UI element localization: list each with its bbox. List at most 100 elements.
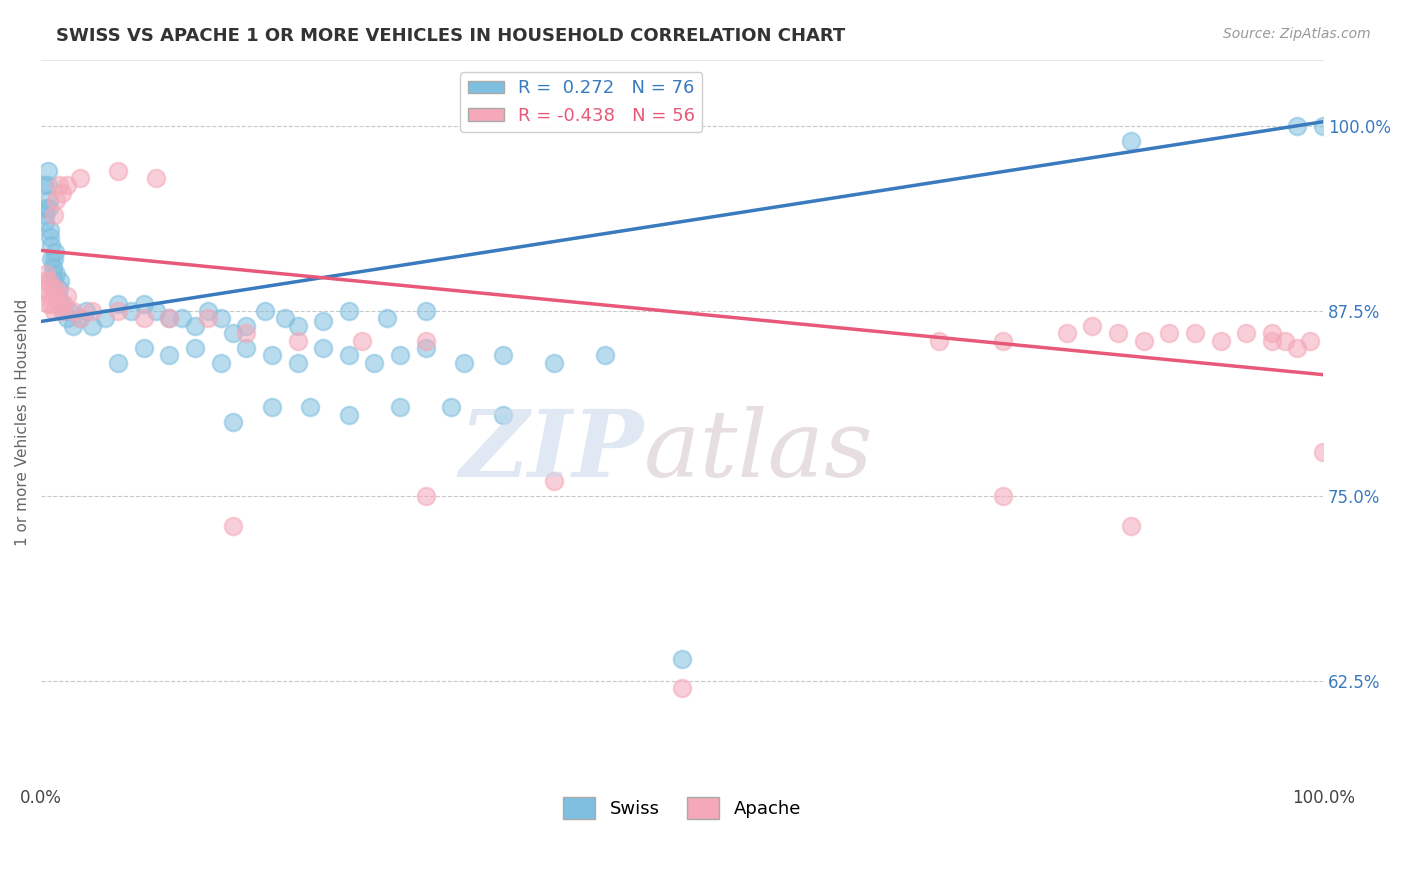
Point bbox=[389, 348, 412, 362]
Point bbox=[1312, 119, 1334, 133]
Point bbox=[34, 215, 56, 229]
Point bbox=[491, 408, 513, 422]
Point bbox=[145, 170, 167, 185]
Point bbox=[287, 334, 309, 348]
Point bbox=[1107, 326, 1129, 341]
Point bbox=[1159, 326, 1181, 341]
Point bbox=[34, 275, 56, 289]
Point bbox=[145, 304, 167, 318]
Point bbox=[35, 201, 58, 215]
Point bbox=[53, 304, 76, 318]
Point bbox=[299, 401, 322, 415]
Legend: Swiss, Apache: Swiss, Apache bbox=[555, 789, 808, 826]
Point bbox=[32, 178, 55, 193]
Point bbox=[48, 178, 70, 193]
Point bbox=[363, 356, 385, 370]
Point bbox=[39, 230, 62, 244]
Point bbox=[107, 304, 129, 318]
Point bbox=[42, 208, 65, 222]
Point bbox=[415, 341, 437, 355]
Point bbox=[132, 311, 155, 326]
Point bbox=[46, 289, 69, 303]
Point bbox=[41, 296, 63, 310]
Point bbox=[440, 401, 463, 415]
Point bbox=[1261, 326, 1284, 341]
Point bbox=[184, 341, 207, 355]
Point bbox=[209, 311, 232, 326]
Point bbox=[55, 289, 77, 303]
Point bbox=[48, 282, 70, 296]
Point bbox=[287, 356, 309, 370]
Point bbox=[49, 275, 72, 289]
Point bbox=[157, 348, 180, 362]
Point bbox=[41, 237, 63, 252]
Point bbox=[197, 304, 219, 318]
Point bbox=[58, 304, 80, 318]
Text: ZIP: ZIP bbox=[460, 406, 644, 496]
Point bbox=[1209, 334, 1232, 348]
Point bbox=[55, 178, 77, 193]
Point bbox=[157, 311, 180, 326]
Point bbox=[197, 311, 219, 326]
Point bbox=[235, 341, 257, 355]
Point bbox=[37, 163, 59, 178]
Point bbox=[1119, 134, 1142, 148]
Point bbox=[41, 267, 63, 281]
Point bbox=[671, 681, 693, 696]
Point bbox=[53, 296, 76, 310]
Point bbox=[254, 304, 277, 318]
Point bbox=[491, 348, 513, 362]
Point bbox=[1234, 326, 1257, 341]
Point bbox=[42, 304, 65, 318]
Point bbox=[38, 201, 60, 215]
Point bbox=[287, 318, 309, 333]
Point bbox=[453, 356, 475, 370]
Point bbox=[1312, 444, 1334, 458]
Point bbox=[273, 311, 295, 326]
Point bbox=[1299, 334, 1322, 348]
Text: atlas: atlas bbox=[644, 406, 873, 496]
Point bbox=[44, 244, 66, 259]
Point bbox=[991, 489, 1014, 503]
Point bbox=[62, 304, 84, 318]
Point bbox=[132, 341, 155, 355]
Point bbox=[184, 318, 207, 333]
Point bbox=[1132, 334, 1154, 348]
Point bbox=[1286, 341, 1309, 355]
Point bbox=[38, 193, 60, 207]
Point bbox=[415, 489, 437, 503]
Point bbox=[415, 334, 437, 348]
Point bbox=[48, 296, 70, 310]
Point bbox=[51, 186, 73, 200]
Point bbox=[593, 348, 616, 362]
Point bbox=[222, 415, 245, 429]
Point bbox=[107, 296, 129, 310]
Point bbox=[172, 311, 194, 326]
Point bbox=[51, 296, 73, 310]
Point bbox=[45, 193, 67, 207]
Point bbox=[69, 311, 91, 326]
Point bbox=[39, 289, 62, 303]
Point bbox=[260, 348, 283, 362]
Point bbox=[337, 408, 360, 422]
Point bbox=[337, 304, 360, 318]
Point bbox=[55, 311, 77, 326]
Text: Source: ZipAtlas.com: Source: ZipAtlas.com bbox=[1223, 27, 1371, 41]
Point bbox=[1056, 326, 1078, 341]
Point bbox=[41, 282, 63, 296]
Point bbox=[312, 314, 335, 328]
Point bbox=[32, 282, 55, 296]
Point bbox=[415, 304, 437, 318]
Point bbox=[222, 518, 245, 533]
Text: SWISS VS APACHE 1 OR MORE VEHICLES IN HOUSEHOLD CORRELATION CHART: SWISS VS APACHE 1 OR MORE VEHICLES IN HO… bbox=[56, 27, 845, 45]
Point bbox=[1274, 334, 1296, 348]
Point bbox=[62, 318, 84, 333]
Point bbox=[37, 296, 59, 310]
Point bbox=[51, 304, 73, 318]
Y-axis label: 1 or more Vehicles in Household: 1 or more Vehicles in Household bbox=[15, 299, 30, 546]
Point bbox=[1286, 119, 1309, 133]
Point bbox=[375, 311, 398, 326]
Point bbox=[94, 311, 117, 326]
Point bbox=[45, 282, 67, 296]
Point bbox=[37, 178, 59, 193]
